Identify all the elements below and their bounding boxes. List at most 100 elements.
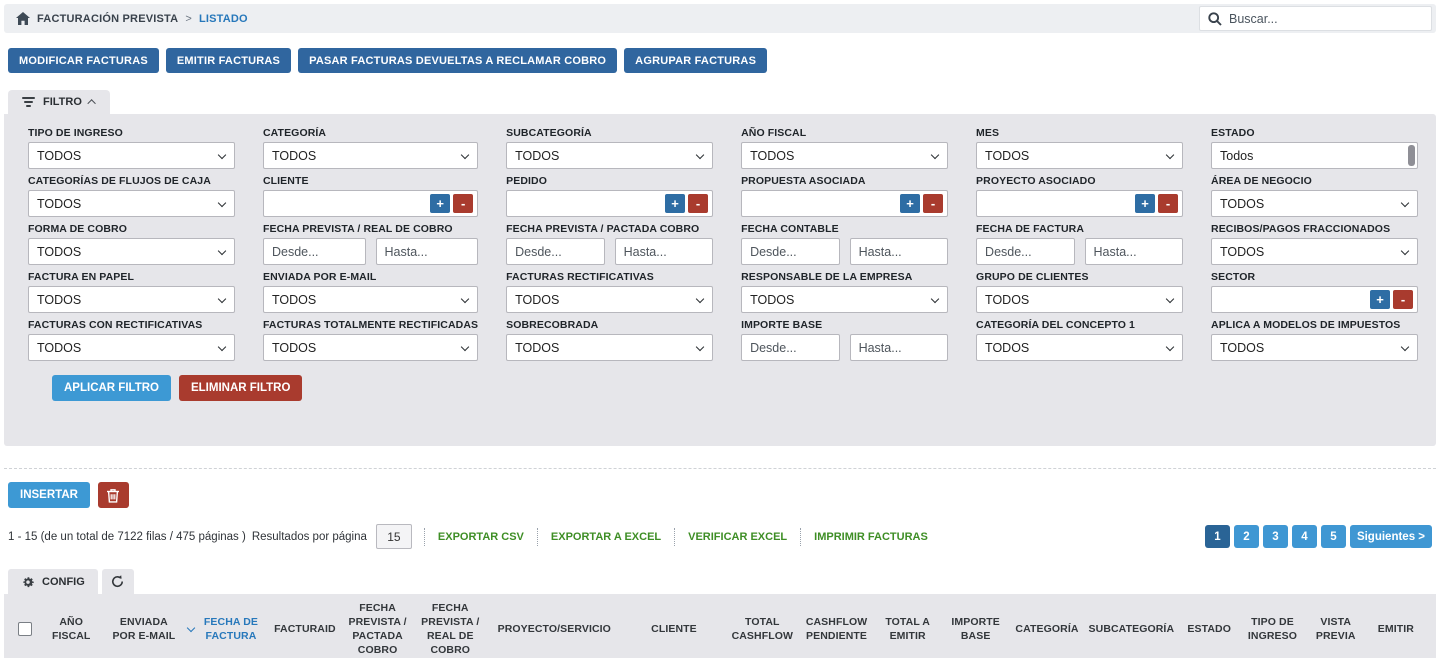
page-2-button[interactable]: 2	[1233, 525, 1259, 548]
categoria-del-concepto-1-select[interactable]: TODOS	[976, 334, 1184, 361]
remove-icon[interactable]: -	[453, 194, 474, 213]
column-header-cliente[interactable]: CLIENTE	[651, 622, 697, 635]
filter-field-categoria-del-concepto-1: CATEGORÍA DEL CONCEPTO 1 TODOS	[976, 319, 1184, 361]
add-icon[interactable]: +	[430, 194, 451, 213]
column-header-fecha-prevista-pactada-cobro[interactable]: FECHA PREVISTA / PACTADA COBRO	[348, 601, 407, 657]
column-header-vista-previa[interactable]: VISTA PREVIA	[1315, 615, 1356, 642]
select-value: TODOS	[37, 196, 82, 211]
aplica-modelos-impuestos-select[interactable]: TODOS	[1211, 334, 1418, 361]
add-icon[interactable]: +	[1135, 194, 1156, 213]
exportar-excel-link[interactable]: EXPORTAR A EXCEL	[536, 527, 674, 546]
select-value: TODOS	[37, 292, 82, 307]
column-header-proyecto-servicio[interactable]: PROYECTO/SERVICIO	[497, 622, 611, 635]
filter-field-sobrecobrada: SOBRECOBRADA TODOS	[506, 319, 714, 361]
facturas-totalmente-rectificadas-select[interactable]: TODOS	[262, 334, 479, 361]
column-header-tipo-de-ingreso[interactable]: TIPO DE INGRESO	[1247, 615, 1298, 642]
remove-icon[interactable]: -	[1158, 194, 1179, 213]
insertar-button[interactable]: INSERTAR	[8, 482, 90, 508]
chevron-down-icon	[460, 342, 470, 352]
column-header-subcategoria[interactable]: SUBCATEGORÍA	[1088, 622, 1175, 635]
page-4-button[interactable]: 4	[1291, 525, 1317, 548]
filter-toggle-tab[interactable]: FILTRO	[8, 90, 110, 114]
column-header-cashflow-pendiente[interactable]: CASHFLOW PENDIENTE	[805, 615, 868, 642]
factura-en-papel-select[interactable]: TODOS	[28, 286, 235, 313]
scrollbar-thumb[interactable]	[1408, 145, 1415, 166]
imprimir-facturas-link[interactable]: IMPRIMIR FACTURAS	[800, 527, 941, 546]
column-header-importe-base[interactable]: IMPORTE BASE	[951, 615, 1000, 642]
sobrecobrada-select[interactable]: TODOS	[506, 334, 714, 361]
filter-field-area-de-negocio: ÁREA DE NEGOCIO TODOS	[1211, 175, 1418, 217]
fecha-contable-desde-input[interactable]	[741, 238, 840, 265]
page-5-button[interactable]: 5	[1320, 525, 1346, 548]
breadcrumb-current[interactable]: LISTADO	[198, 12, 248, 25]
ano-fiscal-select[interactable]: TODOS	[741, 142, 949, 169]
importe-base-desde-input[interactable]	[741, 334, 840, 361]
eliminar-filtro-button[interactable]: ELIMINAR FILTRO	[178, 375, 303, 401]
remove-icon[interactable]: -	[1393, 290, 1413, 309]
emitir-facturas-button[interactable]: EMITIR FACTURAS	[165, 48, 292, 73]
subcategoria-select[interactable]: TODOS	[506, 142, 714, 169]
breadcrumb-section[interactable]: FACTURACIÓN PREVISTA	[37, 12, 179, 25]
categorias-flujos-caja-select[interactable]: TODOS	[28, 190, 235, 217]
column-header-emitir[interactable]: EMITIR	[1377, 622, 1414, 635]
enviada-por-email-select[interactable]: TODOS	[262, 286, 479, 313]
fecha-factura-desde-input[interactable]	[976, 238, 1075, 265]
chevron-down-icon	[1400, 198, 1410, 208]
search-input[interactable]	[1229, 11, 1423, 26]
modificar-facturas-button[interactable]: MODIFICAR FACTURAS	[8, 48, 159, 73]
column-header-ano-fiscal[interactable]: AÑO FISCAL	[51, 615, 91, 642]
dashed-divider	[4, 468, 1436, 469]
exportar-csv-link[interactable]: EXPORTAR CSV	[423, 527, 537, 546]
fecha-prevista-real-hasta-input[interactable]	[375, 238, 479, 265]
column-header-fecha-prevista-real-cobro[interactable]: FECHA PREVISTA / REAL DE COBRO	[421, 601, 480, 657]
filter-label: RECIBOS/PAGOS FRACCIONADOS	[1211, 223, 1391, 235]
fecha-factura-hasta-input[interactable]	[1084, 238, 1184, 265]
fecha-prevista-real-desde-input[interactable]	[262, 238, 366, 265]
column-header-enviada-por-email[interactable]: ENVIADA POR E-MAIL	[112, 615, 176, 642]
add-icon[interactable]: +	[1370, 290, 1390, 309]
column-header-facturaid[interactable]: FACTURAID	[274, 622, 336, 635]
next-pages-button[interactable]: Siguientes >	[1349, 525, 1432, 548]
add-icon[interactable]: +	[665, 194, 686, 213]
refresh-button[interactable]	[101, 569, 134, 594]
column-header-total-a-emitir[interactable]: TOTAL A EMITIR	[885, 615, 930, 642]
page-1-button[interactable]: 1	[1204, 525, 1230, 548]
search-box[interactable]	[1199, 6, 1432, 31]
column-header-estado[interactable]: ESTADO	[1187, 622, 1231, 635]
categoria-select[interactable]: TODOS	[262, 142, 479, 169]
facturas-rectificativas-select[interactable]: TODOS	[506, 286, 714, 313]
grupo-de-clientes-select[interactable]: TODOS	[976, 286, 1184, 313]
fecha-contable-hasta-input[interactable]	[849, 238, 949, 265]
recibos-pagos-fraccionados-select[interactable]: TODOS	[1211, 238, 1418, 265]
select-all-checkbox[interactable]	[18, 622, 32, 636]
fecha-prevista-pactada-hasta-input[interactable]	[614, 238, 714, 265]
area-de-negocio-select[interactable]: TODOS	[1211, 190, 1418, 217]
tipo-de-ingreso-select[interactable]: TODOS	[28, 142, 235, 169]
per-page-label: Resultados por página	[251, 530, 367, 543]
column-header-total-cashflow[interactable]: TOTAL CASHFLOW	[731, 615, 794, 642]
per-page-input[interactable]	[375, 524, 412, 549]
add-icon[interactable]: +	[900, 194, 921, 213]
verificar-excel-link[interactable]: VERIFICAR EXCEL	[674, 527, 800, 546]
fecha-prevista-pactada-desde-input[interactable]	[506, 238, 605, 265]
column-header-fecha-de-factura[interactable]: FECHA DE FACTURA	[183, 615, 268, 643]
agrupar-facturas-button[interactable]: AGRUPAR FACTURAS	[624, 48, 768, 73]
pasar-facturas-devueltas-button[interactable]: PASAR FACTURAS DEVUELTAS A RECLAMAR COBR…	[298, 48, 618, 73]
page-3-button[interactable]: 3	[1262, 525, 1288, 548]
remove-icon[interactable]: -	[688, 194, 709, 213]
delete-button[interactable]	[97, 482, 129, 508]
column-header-categoria[interactable]: CATEGORÍA	[1015, 622, 1079, 635]
responsable-empresa-select[interactable]: TODOS	[741, 286, 949, 313]
filter-field-subcategoria: SUBCATEGORÍA TODOS	[506, 127, 714, 169]
forma-de-cobro-select[interactable]: TODOS	[28, 238, 235, 265]
home-icon[interactable]	[16, 12, 30, 25]
mes-select[interactable]: TODOS	[976, 142, 1184, 169]
filter-field-categoria: CATEGORÍA TODOS	[262, 127, 479, 169]
facturas-con-rectificativas-select[interactable]: TODOS	[28, 334, 235, 361]
config-button[interactable]: CONFIG	[8, 569, 98, 594]
aplicar-filtro-button[interactable]: APLICAR FILTRO	[52, 375, 171, 401]
filter-label: FORMA DE COBRO	[28, 223, 128, 235]
estado-multiselect[interactable]: Todos	[1211, 142, 1418, 169]
remove-icon[interactable]: -	[923, 194, 944, 213]
importe-base-hasta-input[interactable]	[849, 334, 949, 361]
